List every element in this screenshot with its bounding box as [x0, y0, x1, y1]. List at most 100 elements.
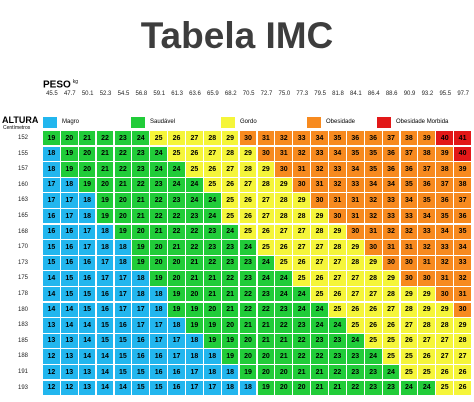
heatmap-cell: 14: [78, 318, 96, 333]
heatmap-cell: 24: [311, 318, 328, 333]
heatmap-cell: 31: [346, 193, 364, 208]
heatmap-cell: 38: [436, 162, 454, 177]
heatmap-cell: 31: [400, 240, 418, 255]
heatmap-cell: 24: [382, 365, 400, 380]
heatmap-cell: 22: [150, 193, 167, 208]
heatmap-cell: 23: [257, 287, 275, 302]
heatmap-cell: 23: [132, 162, 150, 177]
heatmap-cell: 27: [400, 318, 418, 333]
heatmap-cell: 26: [186, 146, 203, 161]
heatmap-cell: 27: [418, 333, 436, 349]
heatmap-cell: 22: [275, 318, 293, 333]
heatmap-cell: 33: [346, 177, 364, 193]
legend-swatch: [43, 117, 57, 128]
heatmap-cell: 17: [78, 240, 96, 255]
heatmap-cell: 31: [346, 209, 364, 224]
heatmap-cell: 23: [364, 365, 382, 380]
heatmap-cell: 19: [114, 224, 132, 239]
heatmap-cell: 20: [168, 271, 185, 286]
heatmap-cell: 25: [329, 302, 346, 317]
heatmap-cell: 25: [221, 193, 239, 208]
heatmap-cell: 21: [186, 255, 203, 271]
heatmap-cell: 26: [221, 177, 239, 193]
heatmap-cell: 24: [311, 302, 328, 317]
heatmap-cell: 18: [186, 333, 203, 349]
heatmap-cell: 20: [150, 240, 167, 255]
heatmap-cell: 13: [60, 333, 78, 349]
legend-label: Obesidade Morbida: [396, 119, 449, 125]
heatmap-cell: 25: [346, 318, 364, 333]
heatmap-cell: 32: [364, 193, 382, 208]
heatmap-cell: 20: [257, 365, 275, 380]
heatmap-cell: 21: [114, 177, 132, 193]
heatmap-cell: 25: [150, 131, 167, 146]
heatmap-cell: 28: [436, 318, 454, 333]
heatmap-cell: 23: [364, 380, 382, 395]
x-tick-label: 75.0: [278, 91, 291, 97]
heatmap-cell: 26: [168, 131, 185, 146]
heatmap-cell: 15: [132, 365, 150, 380]
heatmap-cell: 28: [275, 209, 293, 224]
heatmap-cell: 26: [436, 365, 454, 380]
heatmap-cell: 30: [257, 146, 275, 161]
heatmap-cell: 16: [96, 287, 114, 302]
heatmap-cell: 25: [400, 349, 418, 364]
heatmap-cell: 21: [203, 287, 221, 302]
heatmap-cell: 22: [96, 131, 114, 146]
heatmap-cell: 25: [311, 287, 328, 302]
heatmap-cell: 22: [221, 271, 239, 286]
heatmap-cell: 25: [382, 333, 400, 349]
y-tick-label: 160: [17, 181, 28, 188]
heatmap-cell: 32: [400, 224, 418, 239]
heatmap-cell: 36: [454, 209, 471, 224]
heatmap-cell: 27: [186, 131, 203, 146]
heatmap-cell: 12: [43, 349, 60, 364]
heatmap-cell: 26: [454, 380, 471, 395]
x-tick-label: 81.8: [332, 91, 344, 97]
heatmap-cell: 15: [114, 365, 132, 380]
heatmap-cell: 12: [60, 380, 78, 395]
heatmap-cell: 18: [132, 287, 150, 302]
heatmap-cell: 31: [436, 271, 454, 286]
x-tick-label: 54.5: [117, 91, 130, 97]
heatmap-cell: 33: [311, 146, 328, 161]
heatmap-cell: 34: [418, 209, 436, 224]
y-tick-label: 193: [17, 384, 28, 391]
heatmap-cell: 19: [203, 318, 221, 333]
heatmap-cell: 21: [96, 162, 114, 177]
heatmap-cell: 16: [132, 333, 150, 349]
heatmap-cell: 22: [114, 162, 132, 177]
x-axis-label-text: PESO: [43, 79, 71, 91]
heatmap-cell: 27: [436, 349, 454, 364]
heatmap-cell: 17: [150, 318, 167, 333]
heatmap-cell: 29: [418, 287, 436, 302]
heatmap-cell: 15: [60, 287, 78, 302]
heatmap-cell: 30: [364, 240, 382, 255]
heatmap-cell: 27: [436, 333, 454, 349]
x-tick-label: 95.5: [439, 91, 452, 97]
heatmap-cell: 29: [311, 209, 328, 224]
heatmap-cell: 20: [78, 162, 96, 177]
heatmap-cell: 26: [203, 162, 221, 177]
heatmap-cell: 22: [168, 209, 185, 224]
heatmap-cell: 16: [60, 240, 78, 255]
heatmap-cell: 20: [293, 380, 310, 395]
heatmap-cell: 17: [96, 271, 114, 286]
heatmap-cell: 21: [150, 224, 167, 239]
heatmap-cell: 23: [275, 302, 293, 317]
heatmap-cell: 39: [418, 131, 436, 146]
heatmap-cell: 17: [43, 177, 60, 193]
heatmap-cell: 32: [364, 209, 382, 224]
heatmap-cell: 22: [186, 240, 203, 255]
heatmap-cell: 21: [311, 365, 328, 380]
heatmap-cell: 27: [329, 255, 346, 271]
y-tick-label: 185: [17, 337, 28, 344]
heatmap-cell: 24: [150, 162, 167, 177]
heatmap-cell: 20: [186, 287, 203, 302]
heatmap-cell: 24: [203, 209, 221, 224]
heatmap-cell: 28: [364, 271, 382, 286]
x-tick-label: 59.1: [153, 91, 166, 97]
heatmap-cell: 22: [168, 224, 185, 239]
heatmap-cell: 24: [168, 162, 185, 177]
heatmap-cell: 28: [239, 162, 257, 177]
